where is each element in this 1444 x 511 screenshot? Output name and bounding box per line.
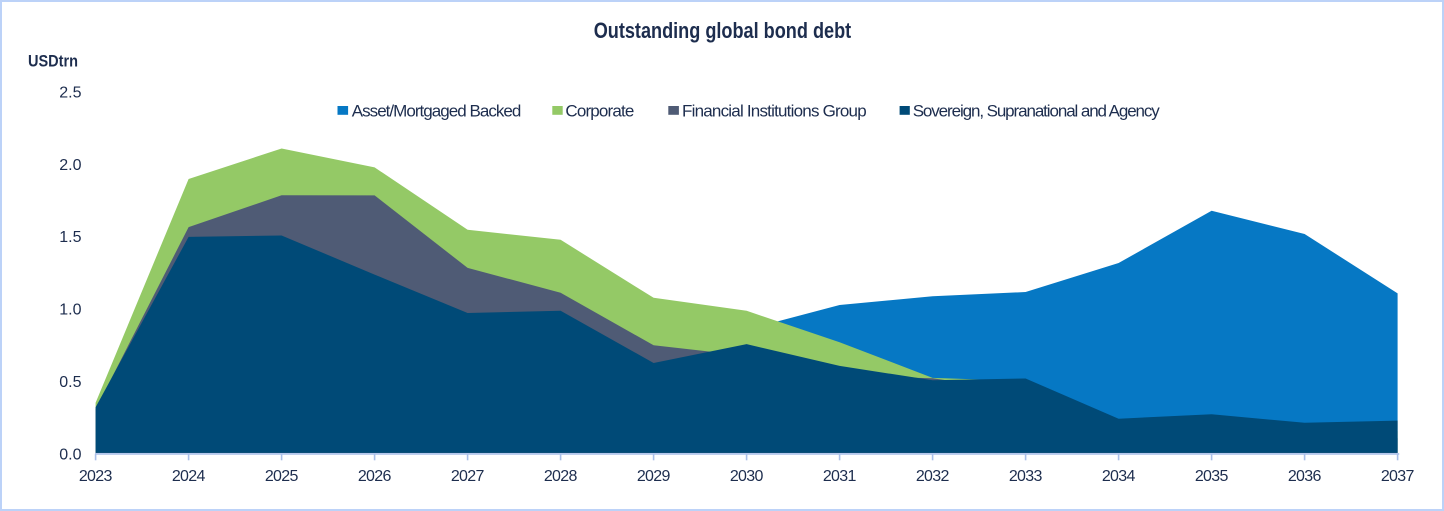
svg-text:2029: 2029 (637, 468, 671, 485)
svg-text:Outstanding global bond debt: Outstanding global bond debt (594, 18, 852, 43)
svg-text:2023: 2023 (79, 468, 113, 485)
svg-text:1.5: 1.5 (59, 229, 81, 246)
svg-text:2036: 2036 (1288, 468, 1322, 485)
svg-text:2032: 2032 (916, 468, 950, 485)
svg-text:Asset/Mortgaged Backed: Asset/Mortgaged Backed (352, 102, 522, 121)
svg-text:Corporate: Corporate (565, 102, 634, 121)
svg-text:2034: 2034 (1102, 468, 1136, 485)
svg-text:Financial Institutions Group: Financial Institutions Group (682, 102, 867, 121)
svg-text:2033: 2033 (1009, 468, 1043, 485)
svg-text:2031: 2031 (823, 468, 857, 485)
svg-text:2026: 2026 (358, 468, 392, 485)
svg-text:USDtrn: USDtrn (28, 52, 78, 71)
svg-text:2035: 2035 (1195, 468, 1229, 485)
svg-text:1.0: 1.0 (59, 302, 81, 319)
svg-text:2030: 2030 (730, 468, 764, 485)
svg-text:2028: 2028 (544, 468, 578, 485)
svg-text:0.0: 0.0 (59, 447, 81, 464)
svg-text:2.5: 2.5 (59, 84, 81, 101)
svg-text:2027: 2027 (451, 468, 485, 485)
svg-text:2024: 2024 (172, 468, 206, 485)
svg-text:2025: 2025 (265, 468, 299, 485)
svg-text:2.0: 2.0 (59, 157, 81, 174)
svg-text:Sovereign, Supranational and A: Sovereign, Supranational and Agency (913, 102, 1161, 121)
svg-text:2037: 2037 (1381, 468, 1415, 485)
svg-text:0.5: 0.5 (59, 374, 81, 391)
